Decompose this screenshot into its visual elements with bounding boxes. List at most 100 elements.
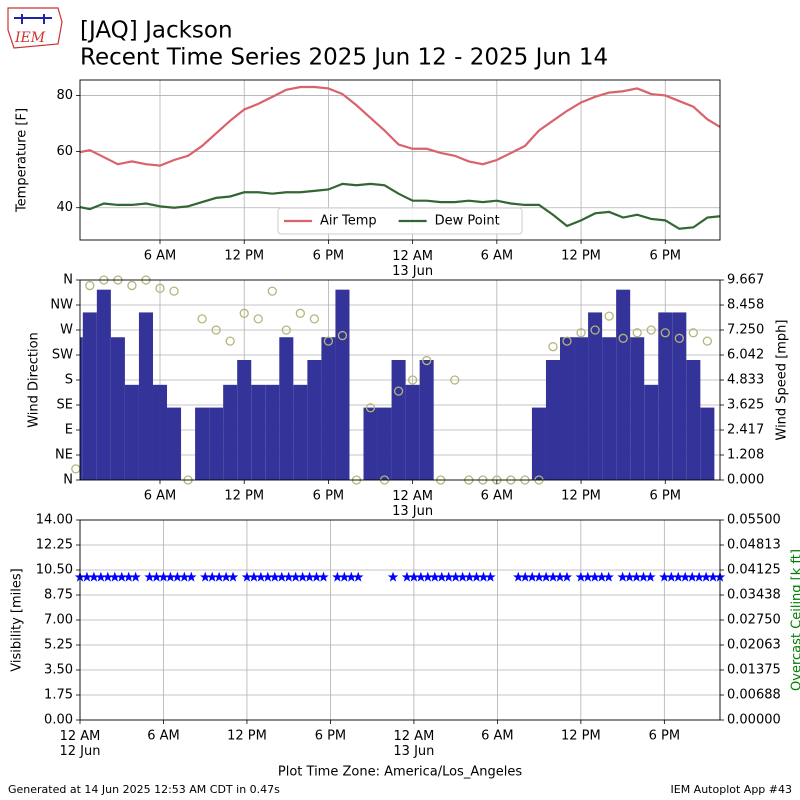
x-tick-label: 6 PM xyxy=(649,729,680,744)
footer-app: IEM Autoplot App #43 xyxy=(671,783,793,796)
y2-tick-label: 7.250 xyxy=(727,323,764,338)
subtitle: Recent Time Series 2025 Jun 12 - 2025 Ju… xyxy=(80,45,608,71)
star-point xyxy=(422,571,434,582)
star-point xyxy=(332,571,343,582)
y2-tick-label: 0.02750 xyxy=(727,613,781,628)
plot-area xyxy=(80,80,720,240)
y2-tick-label: 3.625 xyxy=(727,398,764,413)
x-tick-label: 6 PM xyxy=(650,249,681,264)
star-point xyxy=(283,571,294,582)
point xyxy=(337,330,348,341)
star-point xyxy=(603,571,614,582)
x-tick-label: 12 PM xyxy=(561,249,601,264)
star-point xyxy=(151,571,162,582)
bar xyxy=(658,312,673,480)
star-point xyxy=(401,571,413,582)
star-point xyxy=(631,571,642,582)
star-point xyxy=(464,571,475,582)
y-tick-label: 0.00 xyxy=(44,713,73,728)
bar xyxy=(419,360,434,480)
bar xyxy=(237,360,252,480)
bar xyxy=(630,337,645,480)
bar xyxy=(152,384,168,480)
footer-generated: Generated at 14 Jun 2025 12:53 AM CDT in… xyxy=(8,783,280,796)
x-tick-label: 12 PM xyxy=(561,489,601,504)
y-tick-label: 60 xyxy=(56,144,73,159)
bar xyxy=(616,289,631,480)
y-tick-label: 3.50 xyxy=(44,663,73,678)
bar xyxy=(672,312,687,480)
star-point xyxy=(575,571,587,582)
plot-frame xyxy=(79,79,721,241)
point xyxy=(365,403,376,413)
star-point xyxy=(666,571,677,582)
y2-tick-label: 6.042 xyxy=(727,347,764,362)
star-point xyxy=(109,571,121,582)
y2-tick-label: 0.00688 xyxy=(727,688,781,703)
star-point xyxy=(130,571,141,582)
point xyxy=(169,286,179,296)
star-point xyxy=(519,571,531,582)
bar xyxy=(321,337,336,480)
point xyxy=(576,328,586,338)
point xyxy=(393,386,404,396)
bar xyxy=(307,360,322,480)
title: [JAQ] Jackson xyxy=(80,18,233,44)
point xyxy=(688,328,698,338)
star-point xyxy=(700,571,712,582)
star-point xyxy=(679,571,691,582)
point xyxy=(309,314,320,324)
x-tick-label: 6 PM xyxy=(313,249,344,264)
x-tick-label: 12 AM 12 Jun xyxy=(60,729,101,759)
x-tick-label: 6 AM xyxy=(144,249,177,264)
y-tick-label: 40 xyxy=(56,200,73,215)
y2-tick-label: 0.000 xyxy=(727,473,764,488)
star-point xyxy=(206,571,218,582)
star-point xyxy=(290,571,301,582)
point xyxy=(407,375,418,385)
star-point xyxy=(471,571,482,582)
star-point xyxy=(123,571,134,582)
series-line xyxy=(80,182,720,230)
point xyxy=(211,325,221,335)
star-point xyxy=(707,571,719,582)
star-point xyxy=(554,571,566,582)
star-point xyxy=(582,571,594,582)
bar xyxy=(251,384,266,480)
y-tick-label: S xyxy=(65,373,73,388)
star-point xyxy=(596,571,607,582)
star-point xyxy=(673,571,684,582)
x-tick-label: 6 PM xyxy=(313,489,344,504)
bar xyxy=(560,337,575,480)
star-point xyxy=(102,571,114,582)
point xyxy=(197,314,207,324)
point xyxy=(267,286,277,296)
star-point xyxy=(339,571,350,582)
y-tick-label: SE xyxy=(57,398,73,413)
y2-tick-label: 2.417 xyxy=(727,422,764,437)
x-tick-label: 12 PM xyxy=(224,489,264,504)
bar xyxy=(335,289,350,480)
star-point xyxy=(589,571,601,582)
star-point xyxy=(199,571,211,582)
star-point xyxy=(540,571,552,582)
y2-tick-label: 8.458 xyxy=(727,298,764,313)
star-point xyxy=(478,571,489,582)
x-axis-label: Plot Time Zone: America/Los_Angeles xyxy=(278,765,522,780)
bar xyxy=(80,337,83,480)
y2-tick-label: 9.667 xyxy=(727,273,764,288)
bar xyxy=(574,337,589,480)
point xyxy=(239,308,249,318)
star-point xyxy=(645,571,656,582)
point xyxy=(127,280,137,291)
point xyxy=(618,333,628,343)
y-tick-label: 80 xyxy=(56,88,73,103)
point xyxy=(155,283,165,293)
y-tick-label: N xyxy=(63,273,73,288)
bar xyxy=(82,312,97,480)
y-tick-label: 14.00 xyxy=(36,513,73,528)
point xyxy=(422,355,432,366)
point xyxy=(660,328,670,338)
y-tick-label: 5.25 xyxy=(44,638,73,653)
